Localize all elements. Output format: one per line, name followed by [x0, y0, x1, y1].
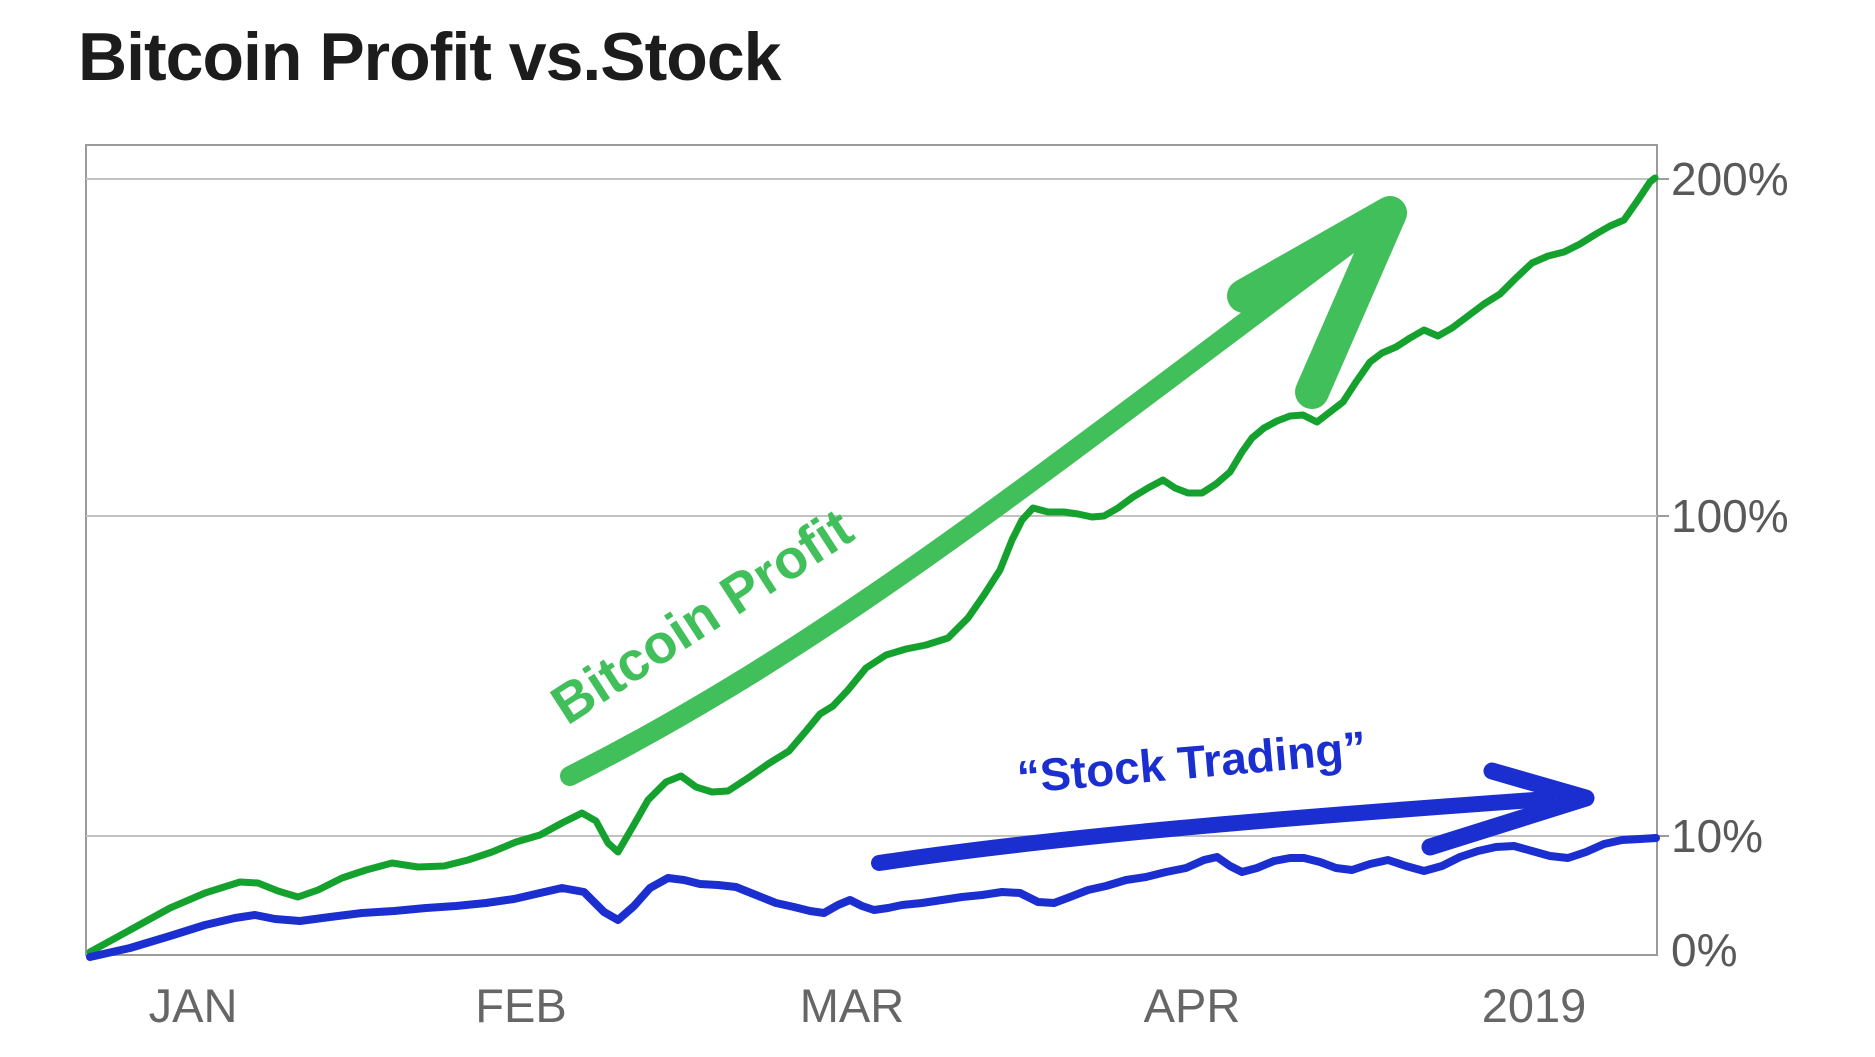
x-axis-label-feb: FEB — [475, 979, 566, 1032]
x-axis-label-jan: JAN — [149, 979, 238, 1032]
stock-trading-annotation: “Stock Trading” — [1015, 721, 1368, 803]
page-title: Bitcoin Profit vs.Stock — [78, 19, 781, 95]
x-axis-label-2019: 2019 — [1482, 979, 1587, 1032]
bitcoin-profit-line — [86, 174, 1659, 956]
y-axis-label-10: 10% — [1671, 810, 1763, 862]
bitcoin-arrow-head-icon — [1227, 196, 1407, 409]
stock-arrow-shaft — [871, 791, 1556, 871]
plot-border — [85, 144, 1658, 956]
y-axis-label-100: 100% — [1671, 490, 1789, 542]
stock-arrow-head-icon — [1421, 762, 1595, 856]
y-axis-label-0: 0% — [1671, 924, 1737, 976]
x-axis-label-apr: APR — [1144, 979, 1241, 1032]
stock-trading-line — [86, 834, 1660, 961]
y-axis-label-200: 200% — [1671, 153, 1789, 205]
bitcoin-arrow-shaft — [560, 232, 1362, 786]
x-axis-label-mar: MAR — [800, 979, 904, 1032]
